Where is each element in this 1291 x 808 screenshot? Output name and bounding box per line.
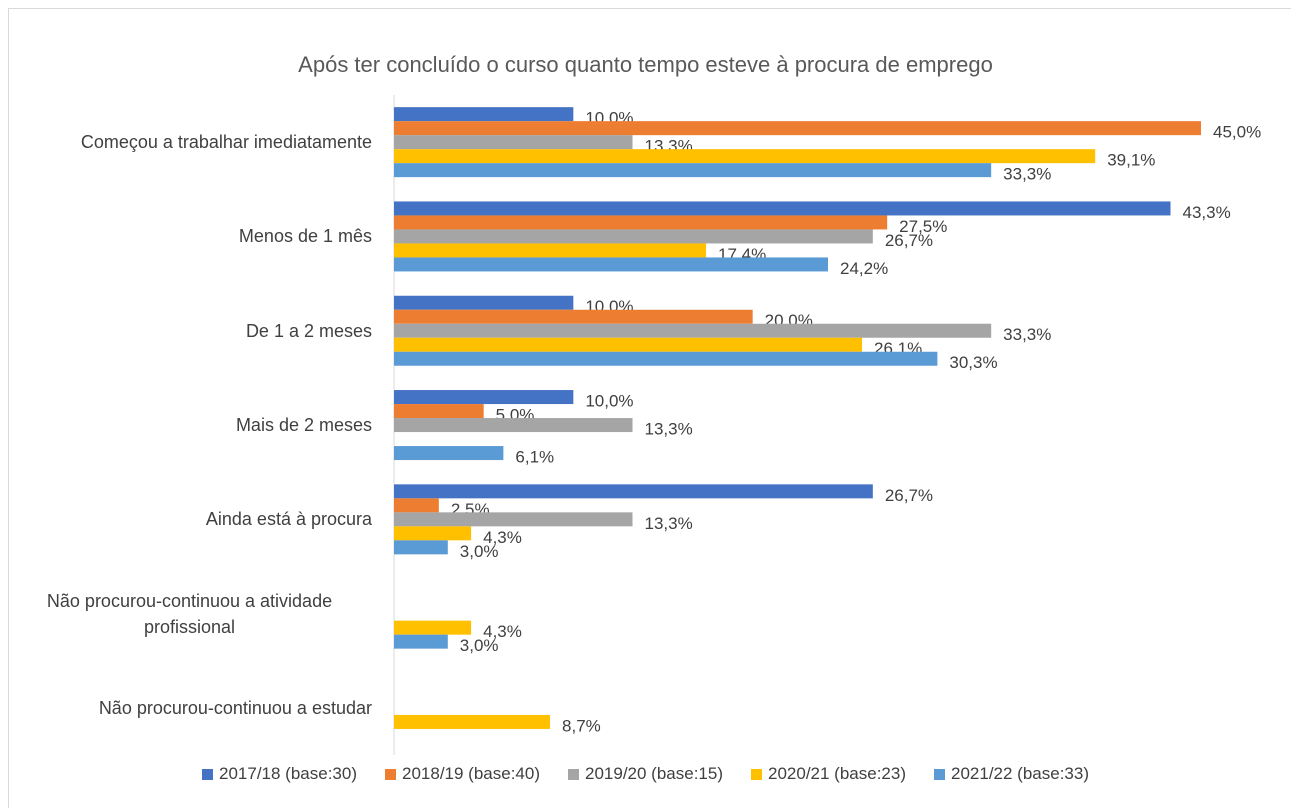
bar [394, 540, 448, 555]
data-label: 4,3% [483, 622, 522, 641]
data-label: 24,2% [840, 259, 888, 278]
category-label: Mais de 2 meses [235, 415, 372, 436]
data-label: 3,0% [460, 542, 499, 561]
legend-item: 2017/18 (base:30) [202, 764, 357, 784]
category-label: Não procurou-continuou a atividade profi… [46, 590, 333, 637]
bar [394, 121, 1201, 136]
legend-label: 2021/22 (base:33) [951, 764, 1089, 783]
legend-item: 2018/19 (base:40) [385, 764, 540, 784]
legend-item: 2019/20 (base:15) [568, 764, 723, 784]
bar [394, 149, 1096, 164]
bar [394, 163, 992, 178]
legend-item: 2020/21 (base:23) [751, 764, 906, 784]
data-label: 13,3% [645, 420, 693, 439]
bar [394, 107, 574, 122]
bar [394, 404, 484, 419]
data-label: 4,3% [483, 528, 522, 547]
bar [394, 446, 504, 461]
chart-border [8, 8, 1291, 808]
bar [394, 512, 633, 527]
data-label: 3,0% [460, 636, 499, 655]
bar [394, 135, 633, 150]
category-label: Ainda está à procura [205, 509, 372, 530]
bar [394, 295, 574, 310]
legend: 2017/18 (base:30) 2018/19 (base:40) 2019/2… [0, 764, 1291, 784]
bar [394, 323, 992, 338]
legend-swatch [751, 768, 762, 780]
data-label: 33,3% [1003, 325, 1051, 344]
data-label: 45,0% [1213, 123, 1261, 142]
category-label: Começou a trabalhar imediatamente [80, 132, 372, 153]
bar [394, 257, 828, 272]
bar [394, 634, 448, 649]
bar [394, 351, 938, 366]
bar [394, 498, 439, 513]
bar [394, 337, 863, 352]
legend-label: 2020/21 (base:23) [768, 764, 906, 783]
data-label: 33,3% [1003, 165, 1051, 184]
data-label: 26,7% [885, 231, 933, 250]
legend-swatch [385, 768, 396, 780]
legend-label: 2019/20 (base:15) [585, 764, 723, 783]
legend-label: 2018/19 (base:40) [402, 764, 540, 783]
data-label: 39,1% [1107, 151, 1155, 170]
data-label: 26,7% [885, 486, 933, 505]
legend-swatch [934, 768, 945, 780]
chart-title: Após ter concluído o curso quanto tempo … [298, 52, 993, 77]
bar [394, 243, 707, 258]
data-label: 27,5% [899, 217, 947, 236]
data-label: 43,3% [1183, 203, 1231, 222]
bar [394, 484, 873, 499]
bar [394, 215, 888, 230]
legend-item: 2021/22 (base:33) [934, 764, 1089, 784]
data-label: 10,0% [585, 392, 633, 411]
data-label: 6,1% [515, 448, 554, 467]
bar [394, 229, 873, 244]
data-label: 30,3% [949, 353, 997, 372]
data-label: 13,3% [645, 514, 693, 533]
bar [394, 201, 1171, 216]
category-label: Não procurou-continuou a estudar [98, 697, 372, 718]
data-label: 8,7% [562, 716, 601, 735]
bar [394, 714, 551, 729]
legend-label: 2017/18 (base:30) [219, 764, 357, 783]
bar [394, 390, 574, 405]
category-label: De 1 a 2 meses [245, 320, 372, 341]
bar [394, 620, 472, 635]
legend-swatch [202, 768, 213, 780]
bar [394, 418, 633, 433]
legend-swatch [568, 768, 579, 780]
bar [394, 309, 753, 324]
bar [394, 526, 472, 541]
category-label: Menos de 1 mês [238, 226, 372, 247]
